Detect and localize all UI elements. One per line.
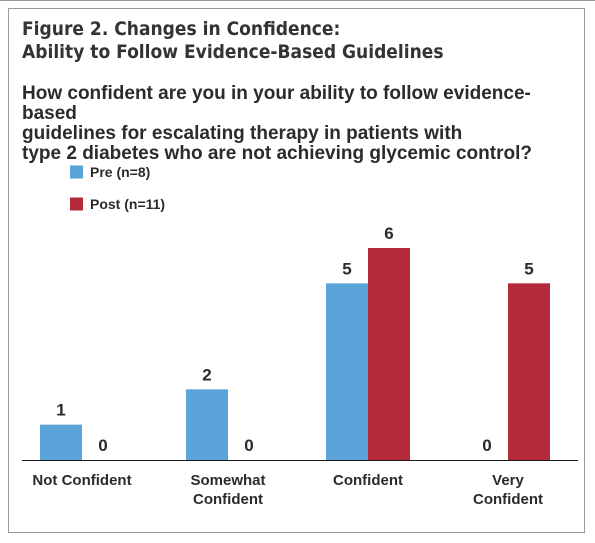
bar-3-1 bbox=[508, 283, 550, 460]
bar-1-0 bbox=[186, 389, 228, 460]
value-label-2-0: 5 bbox=[342, 259, 351, 278]
value-label-0-1: 0 bbox=[98, 436, 107, 455]
chart-value-labels: 1 0 2 0 5 6 0 5 bbox=[56, 224, 533, 455]
chart-bars bbox=[40, 248, 550, 460]
figure-title-line-1: Figure 2. Changes in Confidence: bbox=[22, 18, 341, 40]
bar-0-0 bbox=[40, 424, 82, 460]
top-rule bbox=[0, 0, 595, 1]
value-label-1-0: 2 bbox=[202, 365, 211, 384]
value-label-0-0: 1 bbox=[56, 401, 65, 420]
figure-title-line-2: Ability to Follow Evidence-Based Guideli… bbox=[22, 41, 444, 63]
category-label-1-1: Confident bbox=[193, 491, 263, 508]
survey-question-line-3: type 2 diabetes who are not achieving gl… bbox=[22, 143, 532, 164]
legend-label-0: Pre (n=8) bbox=[90, 164, 150, 180]
category-label-0-0: Not Confident bbox=[32, 472, 131, 489]
x-axis-category-labels: Not Confident Somewhat Confident Confident V… bbox=[32, 472, 543, 508]
category-label-1-0: Somewhat bbox=[190, 472, 265, 489]
value-label-2-1: 6 bbox=[384, 224, 393, 243]
figure-title: Figure 2. Changes in Confidence: Ability… bbox=[22, 18, 562, 64]
category-label-3-1: Confident bbox=[473, 491, 543, 508]
survey-question-line-1: How confident are you in your ability to… bbox=[22, 83, 531, 124]
chart-legend: Pre (n=8) Post (n=11) bbox=[70, 164, 165, 212]
survey-question-line-2: guidelines for escalating therapy in pat… bbox=[22, 123, 463, 144]
figure-frame bbox=[8, 8, 585, 533]
value-label-3-1: 5 bbox=[524, 259, 533, 278]
bar-2-0 bbox=[326, 283, 368, 460]
value-label-3-0: 0 bbox=[482, 436, 491, 455]
survey-question: How confident are you in your ability to… bbox=[22, 84, 582, 164]
legend-swatch-1 bbox=[70, 197, 83, 211]
category-label-3-0: Very bbox=[492, 472, 524, 489]
category-label-2-0: Confident bbox=[333, 472, 403, 489]
value-label-1-1: 0 bbox=[244, 436, 253, 455]
legend-label-1: Post (n=11) bbox=[90, 196, 165, 212]
bar-2-1 bbox=[368, 248, 410, 460]
legend-swatch-0 bbox=[70, 165, 83, 179]
